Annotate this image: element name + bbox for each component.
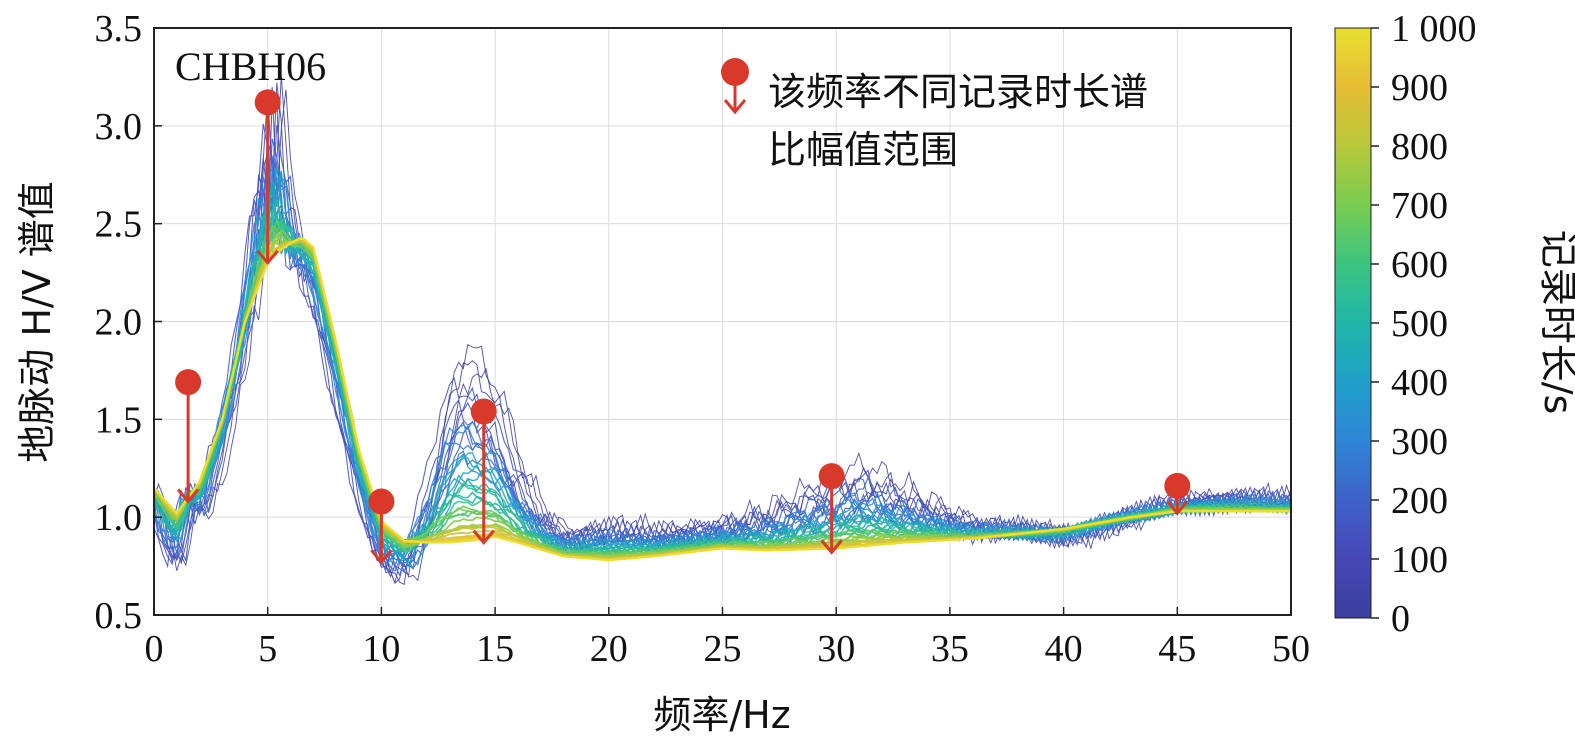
legend-text-line2: 比幅值范围 [768,128,958,172]
range-marker-arrowhead [176,488,200,504]
y-tick-label: 3.0 [95,106,143,148]
colorbar-tick-label: 300 [1391,421,1448,463]
y-tick-label: 2.5 [95,204,143,246]
colorbar-bar [1334,27,1372,619]
range-marker [254,89,281,266]
range-marker-dot [1164,472,1191,499]
x-tick-label: 25 [704,628,742,670]
colorbar-tick-label: 1 000 [1391,8,1477,50]
range-marker-arrowhead [256,249,279,266]
colorbar-tick-label: 400 [1391,362,1448,404]
colorbar-tick-label: 0 [1391,598,1410,640]
range-markers [175,89,1191,565]
x-tick-label: 20 [590,628,628,670]
y-tick-label: 1.5 [95,399,143,441]
y-tick-label: 3.5 [95,8,143,50]
y-axis-title: 地脉动 H/V 谱值 [15,181,59,463]
legend-marker-dot [721,58,749,86]
y-axis-ticks: 0.5 1.0 1.5 2.0 2.5 3.0 3.5 [95,8,162,637]
y-tick-label: 0.5 [95,595,143,637]
y-tick-label: 1.0 [95,497,143,539]
range-marker-arrowhead [370,549,393,565]
range-marker-arrowhead [820,539,843,555]
x-tick-label: 15 [476,628,514,670]
range-marker [470,398,497,545]
range-marker [818,463,845,555]
range-marker-dot [818,463,845,490]
colorbar-tick-label: 800 [1391,126,1448,168]
range-marker-arrowhead [1166,500,1189,516]
curve-family [154,75,1291,586]
y-tick-label: 2.0 [95,302,143,344]
x-tick-label: 5 [258,628,277,670]
x-tick-label: 10 [362,628,400,670]
colorbar-tick-label: 200 [1391,480,1448,522]
range-marker [175,369,202,504]
x-axis-ticks: 0 5 10 15 20 25 30 35 40 45 50 [145,607,1310,670]
colorbar-ticks: 0 100 200 300 400 500 600 700 800 900 1 000 [1371,8,1477,640]
x-tick-label: 30 [817,628,855,670]
x-tick-label: 0 [145,628,164,670]
colorbar-tick-label: 700 [1391,185,1448,227]
legend-marker [721,58,749,115]
x-tick-label: 35 [931,628,969,670]
range-marker-dot [175,369,202,396]
range-marker-arrowhead [472,529,495,545]
station-label: CHBH06 [175,44,326,89]
range-marker-dot [368,488,395,515]
x-tick-label: 50 [1272,628,1310,670]
range-marker [368,488,395,565]
colorbar-title: 记录时长/s [1536,230,1575,415]
legend: 该频率不同记录时长谱 比幅值范围 [721,58,1148,172]
x-axis-title: 频率/Hz [653,693,790,737]
colorbar-tick-label: 500 [1391,303,1448,345]
x-tick-label: 45 [1158,628,1196,670]
colorbar-tick-label: 900 [1391,67,1448,109]
x-tick-label: 40 [1045,628,1083,670]
range-marker [1164,472,1191,516]
colorbar: 0 100 200 300 400 500 600 700 800 900 1 000 记录时长/s [1334,8,1575,640]
hv-curve [154,237,1291,562]
legend-marker-arrowhead [723,99,747,115]
legend-text-line1: 该频率不同记录时长谱 [768,70,1148,114]
range-marker-dot [470,398,497,425]
range-marker-dot [254,89,281,116]
colorbar-tick-label: 100 [1391,539,1448,581]
colorbar-tick-label: 600 [1391,244,1448,286]
